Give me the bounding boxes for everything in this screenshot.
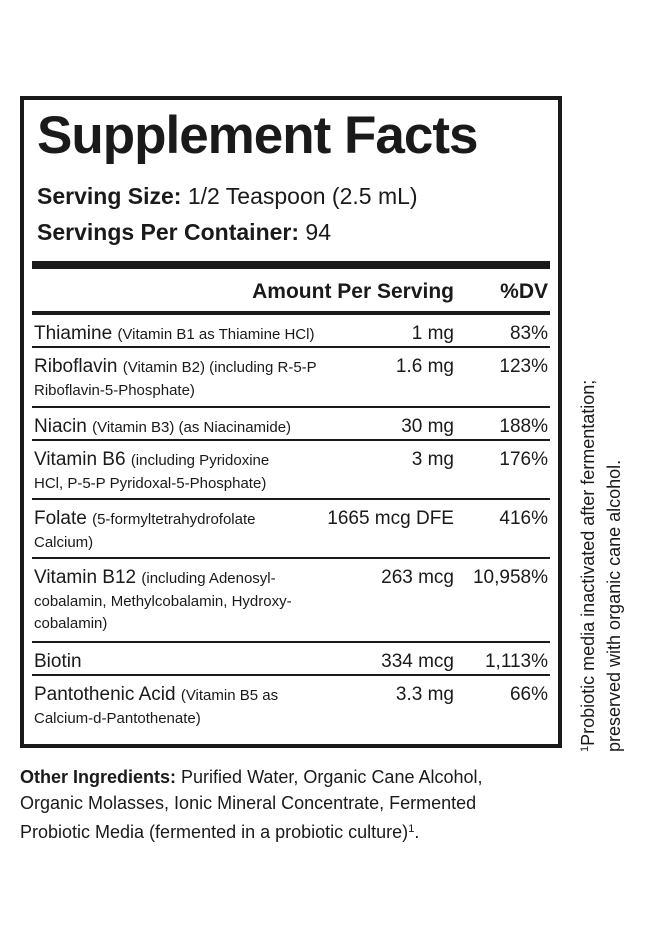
- nutrient-dv: 10,958%: [472, 567, 548, 588]
- nutrient-dv: 416%: [499, 508, 548, 529]
- nutrient-amount: 263 mcg: [381, 567, 454, 588]
- servings-per-container-label: Servings Per Container:: [37, 219, 300, 245]
- nutrient-dv: 66%: [509, 684, 548, 705]
- servings-per-container-value: 94: [305, 219, 332, 245]
- thick-divider: [32, 261, 550, 269]
- nutrient-detail: (including Pyridoxine: [130, 452, 270, 469]
- nutrient-name: Niacin: [34, 416, 87, 437]
- supplement-facts-panel: Supplement Facts Serving Size: 1/2 Teasp…: [20, 96, 562, 748]
- nutrient-detail-continued: cobalamin, Methylcobalamin, Hydroxy-: [34, 593, 292, 610]
- footnote-marker: 1: [579, 745, 591, 752]
- serving-size-label: Serving Size:: [37, 183, 182, 209]
- serving-size-value: 1/2 Teaspoon (2.5 mL): [187, 183, 418, 209]
- nutrient-detail-continued: cobalamin): [34, 615, 108, 632]
- other-ingredients-line-1: Purified Water, Organic Cane Alcohol,: [181, 767, 483, 787]
- other-ingredients-marker: 1: [408, 823, 415, 835]
- dv-header: %DV: [500, 280, 548, 303]
- nutrient-name: Thiamine: [34, 323, 113, 344]
- column-header: Amount Per Serving %DV: [32, 272, 550, 310]
- nutrient-row-vitamin-b6: Vitamin B6 (including Pyridoxine HCl, P-…: [32, 441, 550, 500]
- serving-size: Serving Size: 1/2 Teaspoon (2.5 mL): [37, 182, 418, 210]
- nutrient-detail-continued: Riboflavin-5-Phosphate): [34, 382, 195, 399]
- other-ingredients-line-3: Probiotic Media (fermented in a probioti…: [20, 822, 409, 842]
- nutrient-name: Vitamin B12: [34, 567, 137, 588]
- amount-per-serving-header: Amount Per Serving: [252, 280, 454, 303]
- nutrient-row-riboflavin: Riboflavin (Vitamin B2) (including R-5-P…: [32, 348, 550, 408]
- nutrient-table: Thiamine (Vitamin B1 as Thiamine HCl) 1 …: [32, 315, 550, 736]
- panel-title: Supplement Facts: [37, 106, 478, 165]
- nutrient-dv: 83%: [509, 323, 548, 344]
- other-ingredients: Other Ingredients: Purified Water, Organ…: [20, 764, 580, 845]
- nutrient-dv: 1,113%: [484, 651, 548, 672]
- nutrient-amount: 1.6 mg: [395, 356, 454, 377]
- nutrient-detail: (Vitamin B5 as: [180, 687, 279, 704]
- other-ingredients-line-2: Organic Molasses, Ionic Mineral Concentr…: [20, 793, 477, 813]
- nutrient-row-vitamin-b12: Vitamin B12 (including Adenosyl- cobalam…: [32, 559, 550, 643]
- nutrient-amount: 1 mg: [411, 323, 454, 344]
- other-ingredients-label: Other Ingredients:: [20, 767, 177, 787]
- nutrient-detail-continued: Calcium-d-Pantothenate): [34, 710, 201, 727]
- nutrient-dv: 188%: [499, 416, 548, 437]
- nutrient-amount: 30 mg: [401, 416, 454, 437]
- nutrient-detail: (including Adenosyl-: [141, 570, 276, 587]
- nutrient-name: Pantothenic Acid: [34, 684, 176, 705]
- nutrient-row-pantothenic-acid: Pantothenic Acid (Vitamin B5 as Calcium-…: [32, 676, 550, 736]
- footnote-line-1: Probiotic media inactivated after fermen…: [578, 379, 598, 746]
- nutrient-amount: 1665 mcg DFE: [327, 508, 454, 529]
- nutrient-name: Riboflavin: [34, 356, 118, 377]
- nutrient-row-niacin: Niacin (Vitamin B3) (as Niacinamide) 30 …: [32, 408, 550, 441]
- nutrient-amount: 3 mg: [411, 449, 454, 470]
- footnote-rotated: 1Probiotic media inactivated after ferme…: [572, 292, 627, 752]
- nutrient-name: Folate: [34, 508, 87, 529]
- nutrient-dv: 176%: [499, 449, 548, 470]
- footnote-line-2: preserved with organic cane alcohol.: [604, 459, 624, 752]
- nutrient-detail-continued: Calcium): [34, 534, 94, 551]
- other-ingredients-end: .: [414, 822, 420, 842]
- nutrient-amount: 3.3 mg: [395, 684, 454, 705]
- servings-per-container: Servings Per Container: 94: [37, 218, 331, 246]
- medium-divider: [32, 311, 550, 315]
- nutrient-detail: (Vitamin B3) (as Niacinamide): [92, 419, 292, 436]
- nutrient-detail-continued: HCl, P-5-P Pyridoxal-5-Phosphate): [34, 475, 267, 492]
- nutrient-name: Vitamin B6: [34, 449, 126, 470]
- nutrient-row-folate: Folate (5-formyltetrahydrofolate Calcium…: [32, 500, 550, 559]
- nutrient-dv: 123%: [499, 356, 548, 377]
- nutrient-name: Biotin: [34, 651, 82, 672]
- nutrient-detail: (Vitamin B2) (including R-5-P: [122, 359, 317, 376]
- nutrient-detail: (Vitamin B1 as Thiamine HCl): [117, 326, 315, 343]
- nutrient-row-thiamine: Thiamine (Vitamin B1 as Thiamine HCl) 1 …: [32, 315, 550, 348]
- nutrient-amount: 334 mcg: [381, 651, 454, 672]
- nutrient-row-biotin: Biotin 334 mcg 1,113%: [32, 643, 550, 676]
- nutrient-detail: (5-formyltetrahydrofolate: [92, 511, 256, 528]
